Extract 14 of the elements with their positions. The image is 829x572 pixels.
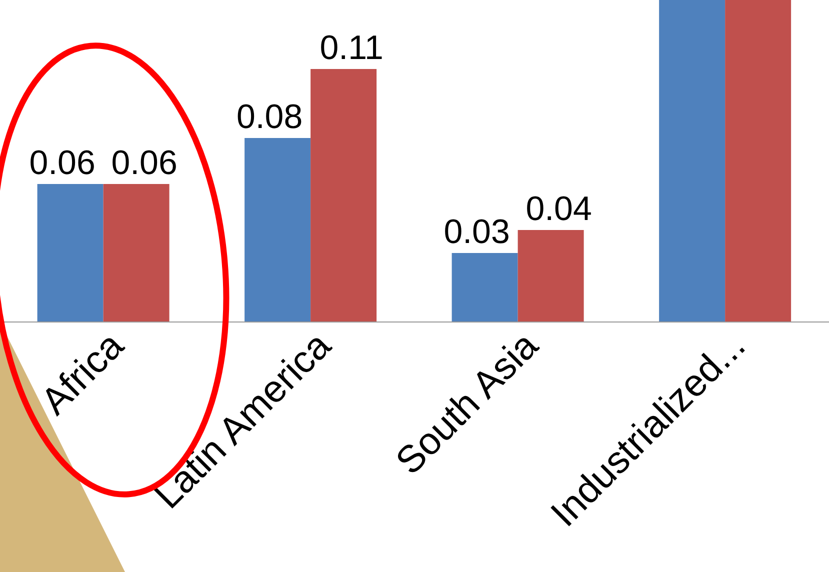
bar xyxy=(518,230,584,322)
bar xyxy=(452,253,518,322)
bar xyxy=(103,184,170,322)
data-label: 0.03 xyxy=(444,213,510,251)
bar xyxy=(310,69,377,322)
bar xyxy=(37,184,104,322)
data-label: 0.11 xyxy=(320,29,384,67)
bar xyxy=(244,138,311,322)
data-label: 0.06 xyxy=(111,144,178,182)
data-label: 0.04 xyxy=(526,190,592,228)
bar xyxy=(659,0,726,322)
bar xyxy=(725,0,792,322)
data-label: 0.06 xyxy=(29,144,96,182)
data-label: 0.08 xyxy=(236,98,303,136)
